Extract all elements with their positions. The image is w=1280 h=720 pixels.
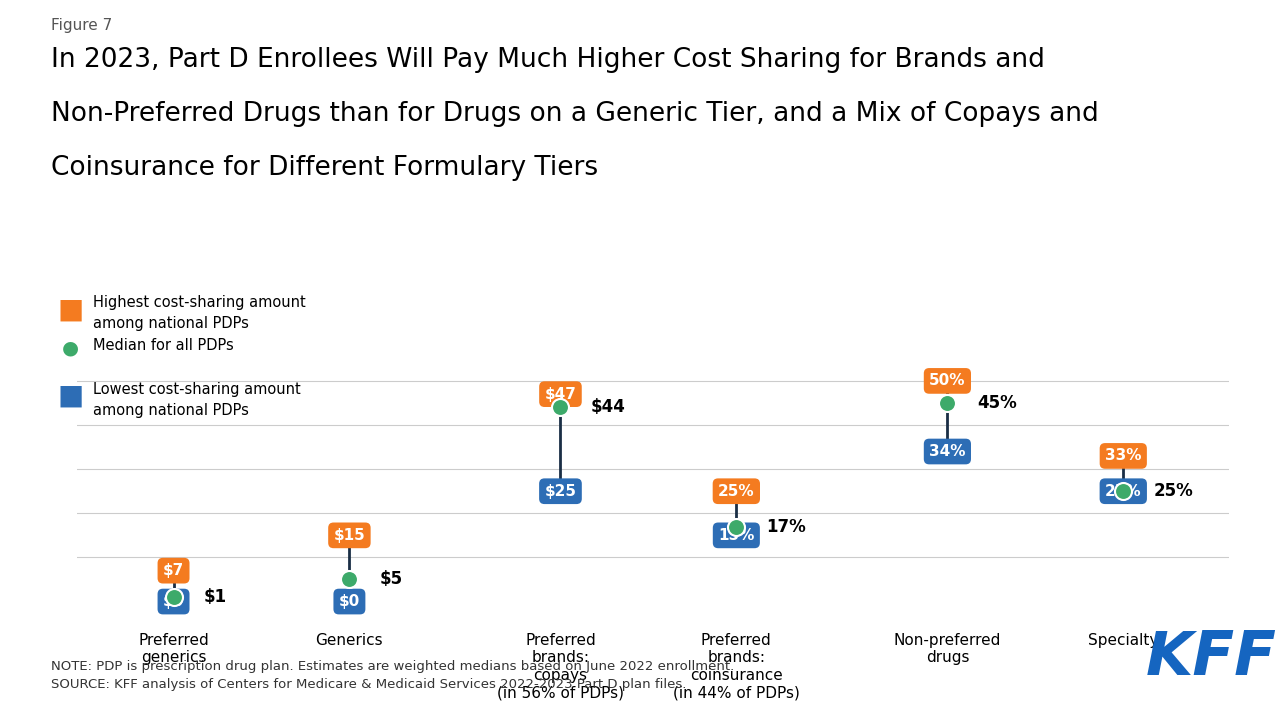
Point bbox=[164, 591, 184, 603]
Text: $5: $5 bbox=[379, 570, 402, 588]
Text: NOTE: PDP is prescription drug plan. Estimates are weighted medians based on Jun: NOTE: PDP is prescription drug plan. Est… bbox=[51, 660, 735, 691]
Text: 34%: 34% bbox=[929, 444, 965, 459]
Text: In 2023, Part D Enrollees Will Pay Much Higher Cost Sharing for Brands and: In 2023, Part D Enrollees Will Pay Much … bbox=[51, 47, 1044, 73]
Text: 50%: 50% bbox=[929, 374, 965, 388]
Text: ■: ■ bbox=[58, 295, 84, 323]
Point bbox=[550, 402, 571, 413]
Text: $44: $44 bbox=[590, 398, 625, 416]
Text: $47: $47 bbox=[544, 387, 576, 402]
Text: 25%: 25% bbox=[1153, 482, 1193, 500]
Text: $7: $7 bbox=[163, 563, 184, 578]
Point bbox=[339, 574, 360, 585]
Text: Median for all PDPs: Median for all PDPs bbox=[93, 338, 234, 354]
Text: ■: ■ bbox=[58, 382, 84, 410]
Point bbox=[1114, 485, 1134, 497]
Text: $25: $25 bbox=[544, 484, 576, 499]
Point bbox=[726, 521, 746, 532]
Text: $15: $15 bbox=[334, 528, 365, 543]
Text: Highest cost-sharing amount
among national PDPs: Highest cost-sharing amount among nation… bbox=[93, 295, 306, 331]
Text: 25%: 25% bbox=[718, 484, 755, 499]
Text: $1: $1 bbox=[204, 588, 227, 606]
Text: Figure 7: Figure 7 bbox=[51, 18, 113, 33]
Text: KFF: KFF bbox=[1146, 629, 1276, 688]
Text: 15%: 15% bbox=[718, 528, 754, 543]
Point bbox=[937, 397, 957, 409]
Text: Non-Preferred Drugs than for Drugs on a Generic Tier, and a Mix of Copays and: Non-Preferred Drugs than for Drugs on a … bbox=[51, 101, 1100, 127]
Text: 17%: 17% bbox=[767, 518, 806, 536]
Text: 33%: 33% bbox=[1105, 449, 1142, 464]
Text: 25%: 25% bbox=[1105, 484, 1142, 499]
Text: ●: ● bbox=[61, 338, 78, 357]
Text: Lowest cost-sharing amount
among national PDPs: Lowest cost-sharing amount among nationa… bbox=[93, 382, 301, 418]
Text: $0: $0 bbox=[339, 594, 360, 609]
Text: 45%: 45% bbox=[978, 394, 1018, 412]
Text: Coinsurance for Different Formulary Tiers: Coinsurance for Different Formulary Tier… bbox=[51, 155, 598, 181]
Text: $0: $0 bbox=[163, 594, 184, 609]
